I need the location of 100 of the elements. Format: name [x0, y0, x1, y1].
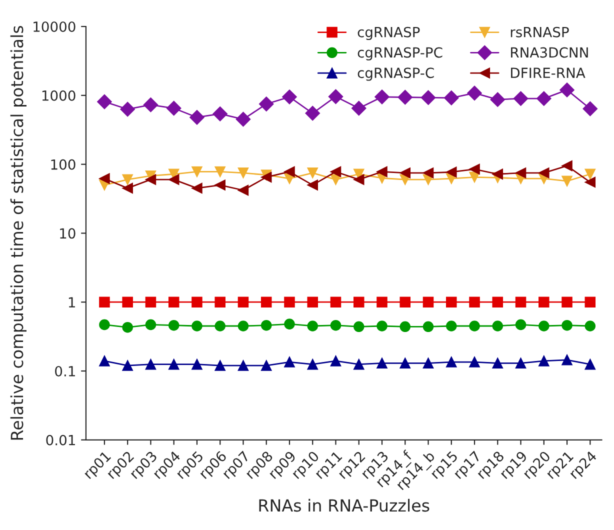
point [353, 321, 364, 332]
point [214, 166, 226, 178]
point [584, 358, 596, 370]
point [145, 319, 156, 330]
point [192, 320, 202, 332]
point [515, 358, 526, 369]
legend-label: cgRNASP-PC [358, 47, 442, 60]
point [562, 176, 572, 186]
point [469, 320, 480, 332]
point [166, 100, 182, 116]
point [584, 296, 596, 308]
point [238, 320, 249, 332]
point [469, 356, 480, 368]
point [422, 168, 434, 178]
point [99, 319, 110, 330]
point [284, 296, 295, 308]
point [192, 296, 202, 308]
point [143, 97, 158, 112]
y-tick-label: 100 [51, 159, 76, 170]
point [192, 182, 202, 194]
y-tick-label: 1000 [42, 90, 76, 101]
point [145, 358, 156, 370]
point [122, 322, 133, 333]
point [538, 356, 550, 366]
point [562, 320, 572, 331]
point [330, 296, 342, 308]
point [492, 296, 504, 308]
point [538, 296, 550, 308]
point [492, 168, 504, 180]
y-tick-label: 0.1 [55, 366, 75, 376]
point [400, 358, 411, 369]
point [400, 168, 411, 178]
point [330, 320, 342, 331]
point [305, 106, 320, 121]
y-tick-label: 10 [60, 228, 76, 239]
point [422, 358, 434, 369]
point [307, 320, 318, 332]
point [282, 90, 297, 104]
point [212, 106, 228, 122]
point [444, 90, 459, 106]
point [492, 358, 504, 369]
point [328, 89, 344, 104]
point [122, 174, 133, 185]
point [469, 164, 480, 175]
point [120, 102, 135, 117]
point [353, 358, 364, 370]
point [258, 96, 274, 112]
point [560, 82, 574, 98]
point [260, 320, 272, 331]
point [236, 112, 251, 127]
point [538, 168, 550, 178]
legend-label: rsRNASP [510, 26, 569, 38]
point [562, 354, 572, 366]
point [353, 174, 364, 185]
point [330, 356, 342, 366]
point [422, 321, 434, 332]
point [374, 90, 390, 104]
legend-label: RNA3DCNN [511, 47, 588, 58]
point [351, 100, 366, 116]
point [584, 176, 596, 188]
point [398, 90, 413, 105]
point [284, 356, 295, 368]
y-axis-title: Relative computation time of statistical potentials [10, 26, 26, 440]
point [97, 94, 112, 110]
point [307, 168, 318, 178]
point [376, 358, 388, 369]
point [582, 101, 598, 116]
point [469, 296, 480, 308]
point [99, 173, 110, 184]
point [536, 91, 552, 106]
point [214, 320, 226, 332]
point [467, 86, 482, 100]
legend-label: cgRNASP-C [358, 68, 434, 81]
legend-label: DFIRE-RNA [511, 68, 586, 78]
point [515, 296, 526, 308]
point [330, 166, 342, 178]
point [513, 91, 528, 106]
point [307, 358, 318, 370]
point [168, 174, 180, 185]
point [99, 296, 110, 308]
point [584, 168, 596, 180]
point [353, 296, 364, 308]
point [122, 182, 133, 194]
point [515, 168, 526, 178]
legend-label: cgRNASP [358, 26, 420, 40]
point [422, 296, 434, 308]
point [168, 296, 180, 308]
point [190, 110, 204, 125]
point [492, 320, 504, 332]
point [400, 296, 411, 308]
point [515, 319, 526, 330]
point [192, 166, 202, 178]
y-tick-label: 10000 [34, 21, 76, 32]
point [145, 296, 156, 308]
point [192, 358, 202, 370]
point [168, 358, 180, 370]
point [122, 360, 133, 371]
point [376, 296, 388, 308]
point [99, 356, 110, 366]
point [446, 356, 457, 368]
